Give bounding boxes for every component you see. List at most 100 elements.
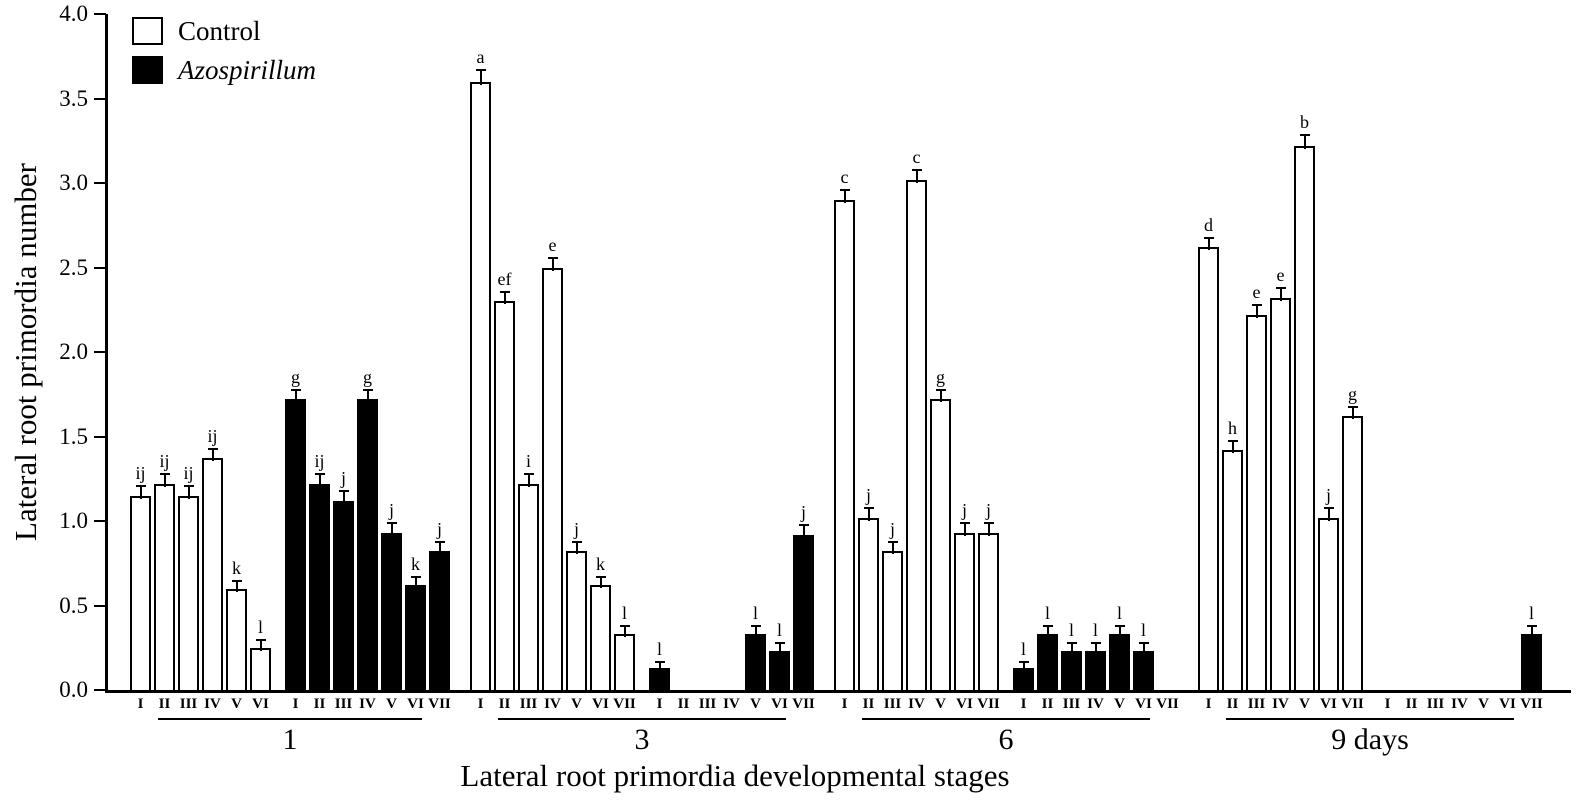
significance-letter: l [656,638,663,659]
significance-letter: j [436,518,443,539]
stage-tick-label: III [179,696,198,712]
y-tick-label: 3.5 [59,85,88,111]
stage-tick-label: VI [252,696,269,712]
group-underline [1226,718,1514,720]
significance-letter: e [1276,265,1285,286]
error-bar-cap [774,642,785,645]
error-bar-cap [798,524,809,527]
error-bar-cap [1227,439,1238,442]
bar-slot: k VI [590,14,611,712]
stage-tick-label: I [1020,696,1027,712]
significance-letter: j [1325,485,1332,506]
bar [226,588,247,690]
bar [1318,517,1339,690]
bar [1061,651,1082,690]
stage-tick-label: IV [1451,696,1468,712]
group-underline [158,718,422,720]
error-bar-cap [338,490,349,493]
error-bar [1142,644,1145,655]
stage-tick-label: II [498,696,511,712]
bar [745,634,766,690]
error-bar [599,578,602,589]
significance-letter: l [257,617,264,637]
y-tick-label: 0.0 [59,677,88,702]
error-bar-cap [887,540,898,543]
stage-tick-label: V [1114,696,1125,712]
stage-tick-label: V [1478,696,1489,712]
stage-tick-label: IV [1272,696,1289,712]
stage-tick-label: IV [544,696,561,712]
error-bar-cap [1347,405,1358,408]
error-bar-cap [135,485,146,488]
significance-letter: l [776,620,783,641]
error-bar [1255,306,1258,318]
y-tick [94,351,106,353]
error-bar [235,581,238,592]
significance-letter: l [752,603,759,624]
bar-slot: j III [333,14,354,712]
error-bar-cap [571,540,582,543]
error-bar-cap [386,522,397,525]
bar-slot: V [1473,14,1494,712]
error-bar-cap [619,625,630,628]
stage-tick-label: VII [977,696,1000,712]
bar-slot: l VII [1520,14,1543,712]
legend: Control Azospirillum [132,16,316,85]
error-bar [1231,441,1234,454]
bar-slot: e IV [542,14,563,712]
error-bar-cap [750,625,761,628]
error-bar [1327,509,1330,521]
significance-letter: j [388,500,395,521]
error-bar [503,292,506,305]
bar [1198,247,1219,690]
error-bar-cap [595,576,606,579]
stage-tick-label: II [1226,696,1239,712]
error-bar [754,627,757,638]
bar [834,199,855,690]
bar [178,495,199,690]
bar-slot: j VII [428,14,451,712]
error-bar [1022,662,1025,672]
stage-tick-label: V [1299,696,1310,712]
error-bar-cap [410,576,421,579]
bar-slot: ij III [178,14,199,712]
bar-slot: l VI [250,14,271,712]
y-tick-label: 2.0 [59,339,88,364]
stage-tick-label: III [883,696,902,712]
bar [494,301,515,690]
bar-slot: j VI [1318,14,1339,712]
error-bar [987,524,990,536]
bar-slot: ij II [154,14,175,712]
error-bar-cap [1526,625,1537,628]
bar-slot: ij IV [202,14,223,712]
error-bar-cap [314,473,325,476]
stage-tick-label: IV [359,696,376,712]
y-tick [94,435,106,438]
error-bar [843,191,846,203]
y-tick [94,13,106,15]
error-bar-cap [1042,625,1053,628]
y-tick-label: 0.5 [59,592,88,618]
y-tick-label: 1.5 [59,423,88,449]
significance-letter: j [985,500,992,521]
bar-slot: VII [1156,14,1179,712]
x-axis-title: Lateral root primordia developmental sta… [460,758,1010,793]
error-bar-cap [863,507,874,510]
significance-letter: l [1116,603,1123,624]
error-bar-cap [231,579,242,582]
y-tick [94,604,106,607]
error-bar-cap [290,388,301,391]
stage-tick-label: I [137,696,144,712]
bar-slot: j VII [977,14,1000,712]
significance-letter: l [1044,603,1051,624]
bar-slot: IV [1449,14,1470,712]
stage-tick-label: III [334,696,353,712]
group-underline [862,718,1150,720]
bar-slot: i III [518,14,539,712]
stage-tick-label: VII [428,696,451,712]
